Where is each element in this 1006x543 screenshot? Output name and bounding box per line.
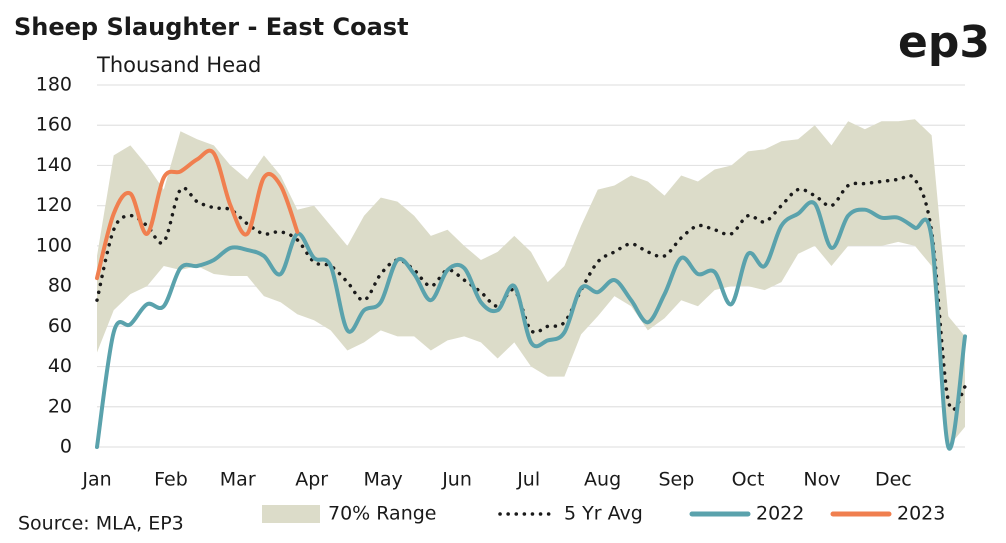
y-tick-label: 60 [48, 315, 72, 337]
y-tick-label: 160 [36, 114, 72, 136]
y-axis-label: Thousand Head [96, 53, 261, 77]
line [95, 173, 967, 412]
legend-label: 5 Yr Avg [564, 503, 643, 525]
x-tick-label: Sep [658, 469, 694, 491]
x-tick-label: Mar [220, 469, 256, 491]
x-tick-label: Nov [803, 469, 840, 491]
x-tick-label: Jun [441, 469, 472, 491]
x-tick-label: Feb [154, 469, 188, 491]
x-tick-label: Oct [732, 469, 765, 491]
logo: ep3 [898, 17, 990, 68]
x-tick-label: Dec [875, 469, 912, 491]
line [95, 200, 967, 451]
x-tick-label: Jan [81, 469, 111, 491]
source: Source: MLA, EP3 [18, 513, 184, 535]
chart-title: Sheep Slaughter - East Coast [14, 13, 409, 41]
y-tick-label: 0 [60, 436, 72, 458]
range-band [97, 119, 965, 447]
x-tick-label: Apr [295, 469, 328, 491]
line [95, 148, 300, 281]
legend-swatch [262, 505, 320, 523]
y-tick-label: 120 [36, 194, 72, 216]
legend-label: 70% Range [328, 503, 437, 525]
y-tick-label: 80 [48, 275, 72, 297]
x-tick-label: May [363, 469, 402, 491]
y-tick-label: 20 [48, 395, 72, 417]
legend-label: 2023 [897, 503, 945, 525]
y-tick-label: 40 [48, 355, 72, 377]
y-tick-label: 140 [36, 154, 72, 176]
x-tick-label: Aug [584, 469, 621, 491]
y-tick-label: 100 [36, 234, 72, 256]
legend-label: 2022 [756, 503, 804, 525]
y-tick-label: 180 [36, 74, 72, 96]
x-tick-label: Jul [516, 469, 540, 491]
